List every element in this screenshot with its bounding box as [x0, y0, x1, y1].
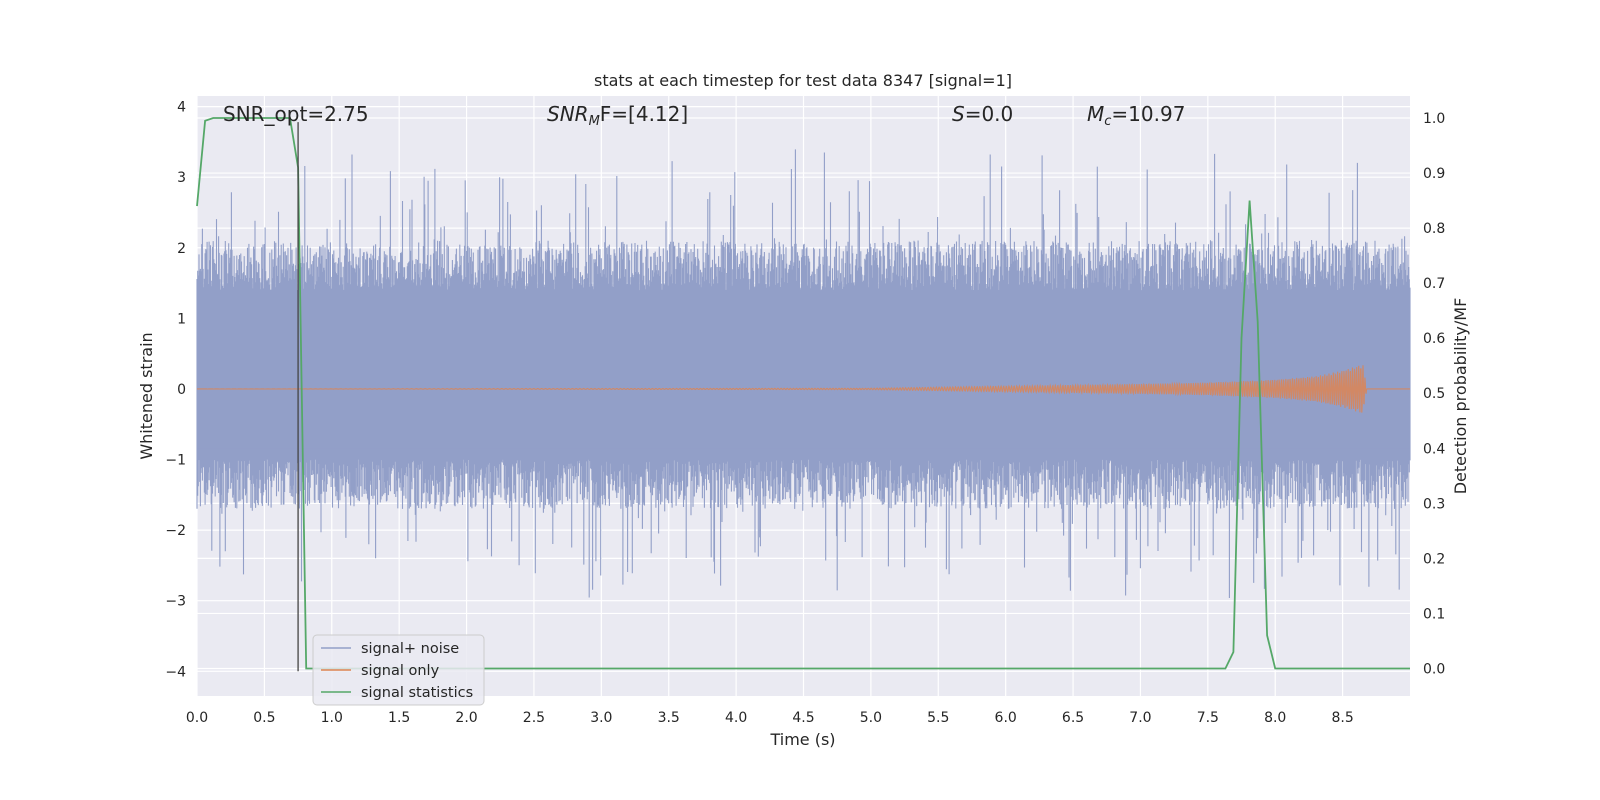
annotation-s: S=0.0: [952, 102, 1013, 126]
annotation-mc-rest: =10.97: [1111, 102, 1185, 126]
x-axis-label: Time (s): [769, 730, 835, 749]
right-y-tick-label: 0.4: [1423, 441, 1445, 457]
left-y-axis-label: Whitened strain: [137, 332, 156, 459]
left-y-tick-label: 1: [177, 311, 186, 327]
annotation-mc: Mc=10.97: [1087, 102, 1185, 129]
x-tick-label: 8.0: [1264, 710, 1286, 726]
signal-only-line: [197, 365, 1410, 413]
left-y-tick-label: 2: [177, 241, 186, 257]
x-tick-label: 2.5: [523, 710, 545, 726]
annotation-snr-mf-rest: F=[4.12]: [600, 102, 688, 126]
annotations: SNR_opt=2.75 SNRMF=[4.12] S=0.0 Mc=10.97: [223, 102, 1185, 129]
x-tick-label: 4.5: [792, 710, 814, 726]
x-tick-label: 1.5: [388, 710, 410, 726]
x-tick-label: 5.0: [860, 710, 882, 726]
x-tick-labels: 0.0 0.5 1.0 1.5 2.0 2.5 3.0 3.5 4.0 4.5 5.0 5.5 6.0 6…: [186, 710, 1354, 726]
right-y-tick-label: 0.7: [1423, 276, 1445, 292]
x-tick-label: 3.0: [590, 710, 612, 726]
right-y-tick-labels: 1.0 0.9 0.8 0.7 0.6 0.5 0.4 0.3 0.2 0.1 0.0: [1423, 111, 1445, 677]
signal-statistics-series: [196, 117, 1410, 670]
left-y-tick-label: 4: [177, 100, 186, 116]
legend-label-signal-statistics: signal statistics: [361, 685, 473, 701]
left-y-tick-label: −3: [165, 594, 186, 610]
x-tick-label: 0.5: [253, 710, 275, 726]
annotation-snr-mf: SNRMF=[4.12]: [547, 102, 688, 129]
left-y-tick-label: 0: [177, 382, 186, 398]
x-tick-label: 7.5: [1197, 710, 1219, 726]
right-y-tick-label: 0.9: [1423, 166, 1445, 182]
annotation-mc-sub: c: [1104, 114, 1111, 129]
left-y-tick-label: −2: [165, 523, 186, 539]
left-y-tick-label: −1: [165, 453, 186, 469]
left-y-tick-label: −4: [165, 664, 186, 680]
right-y-tick-label: 0.6: [1423, 331, 1445, 347]
right-y-tick-label: 0.3: [1423, 496, 1445, 512]
right-y-tick-label: 1.0: [1423, 111, 1445, 127]
annotation-snr-mf-base: SNR: [547, 102, 589, 126]
signal-only-series: [197, 365, 1410, 413]
x-tick-label: 1.0: [321, 710, 343, 726]
legend-label-signal-noise: signal+ noise: [361, 641, 459, 657]
x-tick-label: 3.5: [658, 710, 680, 726]
x-tick-label: 0.0: [186, 710, 208, 726]
x-tick-label: 8.5: [1331, 710, 1353, 726]
right-y-tick-label: 0.2: [1423, 551, 1445, 567]
signal-noise-core: [197, 300, 1410, 449]
right-y-axis-label: Detection probability/MF: [1451, 298, 1470, 495]
left-y-tick-labels: 4 3 2 1 0 −1 −2 −3 −4: [165, 100, 186, 681]
signal-noise-series: [196, 149, 1411, 598]
chart-title: stats at each timestep for test data 834…: [594, 71, 1012, 90]
right-y-tick-label: 0.8: [1423, 221, 1445, 237]
annotation-snr-mf-sub: M: [589, 114, 600, 129]
left-y-tick-label: 3: [177, 170, 186, 186]
annotation-snr-opt: SNR_opt=2.75: [223, 102, 369, 126]
legend-label-signal-only: signal only: [361, 663, 440, 679]
x-tick-label: 6.5: [1062, 710, 1084, 726]
x-tick-label: 4.0: [725, 710, 747, 726]
signal-statistics-line: [196, 117, 1410, 670]
x-tick-label: 2.0: [455, 710, 477, 726]
right-y-tick-label: 0.0: [1423, 661, 1445, 677]
x-tick-label: 6.0: [995, 710, 1017, 726]
annotation-s-base: S: [952, 102, 965, 126]
x-tick-label: 5.5: [927, 710, 949, 726]
legend-box: [312, 634, 485, 706]
x-tick-label: 7.0: [1129, 710, 1151, 726]
annotation-s-rest: =0.0: [965, 102, 1014, 126]
right-y-tick-label: 0.1: [1423, 606, 1445, 622]
right-y-tick-label: 0.5: [1423, 386, 1445, 402]
legend: signal+ noise signal only signal statist…: [312, 634, 485, 706]
annotation-mc-base: M: [1087, 102, 1104, 126]
